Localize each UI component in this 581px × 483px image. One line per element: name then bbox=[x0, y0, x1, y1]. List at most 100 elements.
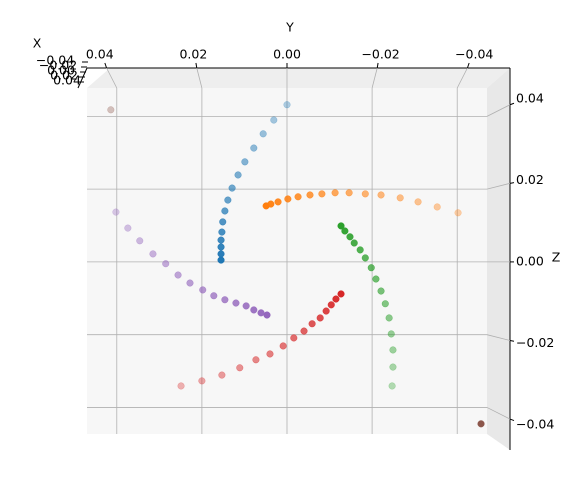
axis-line bbox=[77, 67, 88, 89]
point bbox=[217, 256, 225, 264]
point bbox=[372, 275, 380, 283]
point bbox=[284, 195, 292, 203]
point bbox=[361, 190, 369, 198]
point bbox=[283, 101, 291, 109]
point bbox=[228, 184, 236, 192]
x-tick-label: 0.00 bbox=[47, 63, 75, 78]
point bbox=[221, 296, 229, 304]
grid-line bbox=[486, 407, 511, 420]
point bbox=[322, 307, 330, 315]
point bbox=[300, 327, 308, 335]
point bbox=[454, 209, 462, 217]
x-tick-label: −0.04 bbox=[36, 53, 74, 68]
x-tick-label: −0.02 bbox=[39, 58, 77, 73]
y-axis-label: Y bbox=[285, 20, 294, 35]
point bbox=[433, 203, 441, 211]
y-tick-label: −0.02 bbox=[361, 47, 399, 62]
point bbox=[236, 364, 244, 372]
grid-line bbox=[371, 67, 378, 89]
point bbox=[387, 330, 395, 338]
tick-mark bbox=[509, 102, 515, 106]
point bbox=[270, 116, 278, 124]
point bbox=[279, 342, 287, 350]
z-tick-label: −0.02 bbox=[516, 335, 554, 350]
point bbox=[250, 144, 258, 152]
tick-mark bbox=[195, 62, 198, 69]
point bbox=[217, 250, 225, 258]
point bbox=[345, 189, 353, 197]
point bbox=[337, 222, 345, 230]
point bbox=[477, 420, 485, 428]
point bbox=[162, 260, 170, 268]
tick-mark bbox=[104, 62, 108, 69]
z-tick-label: 0.02 bbox=[516, 172, 544, 187]
point bbox=[218, 228, 226, 236]
point bbox=[232, 299, 240, 307]
point bbox=[217, 236, 225, 244]
point bbox=[327, 301, 335, 309]
y-tick-label: 0.00 bbox=[273, 47, 301, 62]
point bbox=[112, 208, 120, 216]
point bbox=[224, 196, 232, 204]
point bbox=[396, 194, 404, 202]
point bbox=[234, 171, 242, 179]
point bbox=[385, 314, 393, 322]
tick-mark bbox=[509, 418, 515, 422]
point bbox=[294, 193, 302, 201]
tick-mark bbox=[466, 62, 470, 69]
z-tick-label: 0.04 bbox=[516, 90, 544, 105]
point bbox=[318, 190, 326, 198]
point bbox=[308, 320, 316, 328]
point bbox=[306, 191, 314, 199]
tick-mark bbox=[509, 182, 515, 184]
grid-line bbox=[486, 182, 511, 190]
point bbox=[219, 218, 227, 226]
point bbox=[107, 106, 115, 114]
point bbox=[174, 271, 182, 279]
point bbox=[316, 314, 324, 322]
z-tick-label: 0.00 bbox=[516, 253, 544, 268]
point bbox=[350, 239, 358, 247]
point bbox=[218, 371, 226, 379]
x-tick-label: 0.04 bbox=[53, 73, 81, 88]
z-axis-label: Z bbox=[552, 250, 561, 265]
point bbox=[266, 350, 274, 358]
x-tick-label: 0.02 bbox=[50, 68, 78, 83]
grid-line bbox=[486, 334, 511, 341]
point bbox=[337, 290, 345, 298]
y-tick-label: 0.04 bbox=[86, 47, 114, 62]
point bbox=[377, 287, 385, 295]
point bbox=[341, 227, 349, 235]
point bbox=[346, 233, 354, 241]
point bbox=[177, 382, 185, 390]
point bbox=[332, 295, 340, 303]
point bbox=[198, 377, 206, 385]
point bbox=[250, 306, 258, 314]
point bbox=[124, 224, 132, 232]
point bbox=[361, 254, 369, 262]
x-axis-label: X bbox=[33, 36, 42, 51]
side-pane bbox=[487, 68, 510, 450]
point bbox=[290, 334, 298, 342]
point bbox=[199, 286, 207, 294]
point bbox=[217, 243, 225, 251]
tick-mark bbox=[509, 340, 515, 342]
y-tick-label: −0.04 bbox=[455, 47, 493, 62]
point bbox=[136, 237, 144, 245]
point bbox=[149, 250, 157, 258]
point bbox=[377, 191, 385, 199]
point bbox=[186, 279, 194, 287]
point bbox=[210, 292, 218, 300]
y-tick-label: 0.02 bbox=[179, 47, 207, 62]
z-tick-label: −0.04 bbox=[516, 416, 554, 431]
point bbox=[263, 311, 271, 319]
grid-line bbox=[486, 104, 511, 117]
grid-line bbox=[456, 67, 468, 89]
grid-line bbox=[106, 67, 118, 89]
point bbox=[414, 198, 422, 206]
point bbox=[388, 382, 396, 390]
grid-line bbox=[196, 67, 203, 89]
point bbox=[356, 246, 364, 254]
point bbox=[331, 189, 339, 197]
